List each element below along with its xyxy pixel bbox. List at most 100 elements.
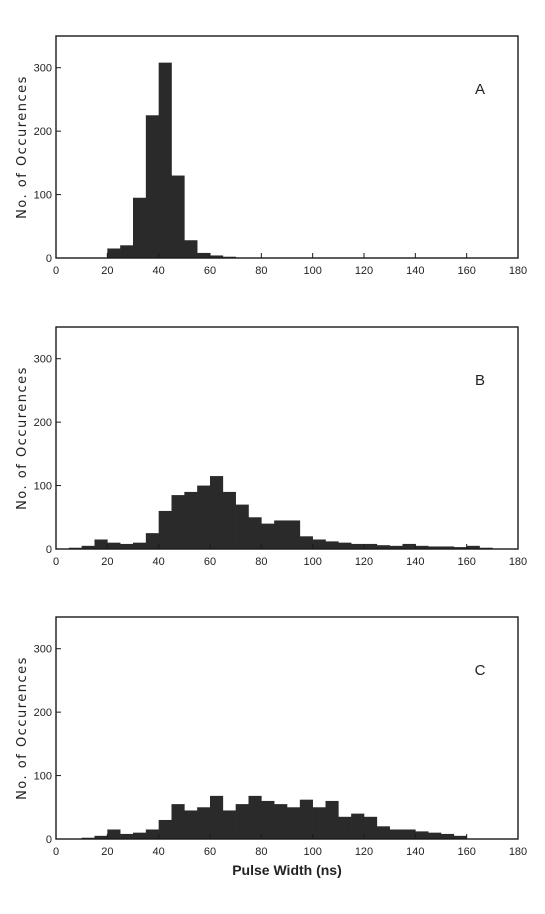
- x-tick-label: 60: [204, 556, 216, 568]
- panel-label: B: [475, 372, 485, 389]
- x-axis-label: Pulse Width (ns): [232, 862, 342, 878]
- x-tick-label: 40: [153, 556, 165, 568]
- y-tick-label: 100: [34, 190, 52, 202]
- histogram-bar: [81, 545, 95, 549]
- plot-frame: [55, 326, 519, 550]
- histogram-bar: [222, 491, 236, 549]
- x-tick-label: 180: [509, 846, 527, 858]
- histogram-bar: [171, 804, 185, 839]
- histogram-bar: [351, 813, 365, 839]
- x-tick-label: 160: [457, 556, 475, 568]
- histogram-bar: [402, 829, 416, 839]
- histogram-bar: [274, 520, 288, 549]
- histogram-bar: [145, 829, 159, 839]
- x-tick-label: 0: [53, 556, 59, 568]
- histogram-bar: [376, 545, 390, 549]
- panel-label: C: [475, 662, 486, 679]
- histogram-bar: [120, 833, 134, 839]
- x-tick-label: 140: [406, 846, 424, 858]
- histogram-bar: [107, 542, 121, 549]
- x-tick-label: 120: [355, 846, 373, 858]
- x-tick-label: 20: [101, 846, 113, 858]
- x-tick-label: 80: [255, 265, 267, 277]
- histogram-bar: [210, 255, 224, 258]
- histogram-bar: [351, 543, 365, 549]
- x-tick-label: 100: [303, 846, 321, 858]
- histogram-bar: [287, 520, 301, 549]
- x-tick-label: 80: [255, 846, 267, 858]
- histogram-bar: [222, 810, 236, 839]
- y-tick-label: 200: [34, 126, 52, 138]
- histogram-bar: [338, 542, 352, 549]
- histogram-bar: [415, 545, 429, 549]
- histogram-bar: [402, 543, 416, 549]
- histogram-bar: [158, 62, 172, 258]
- x-tick-label: 40: [153, 846, 165, 858]
- histogram-bar: [133, 832, 147, 839]
- histogram-bar: [287, 807, 301, 839]
- x-tick-label: 180: [509, 556, 527, 568]
- histogram-bar: [94, 539, 108, 549]
- x-tick-label: 160: [457, 846, 475, 858]
- histogram-bar: [441, 546, 455, 549]
- histogram-bar: [120, 543, 134, 549]
- y-axis-label: No. of Occurences: [15, 366, 30, 510]
- histogram-bar: [107, 248, 121, 258]
- histogram-bar: [133, 197, 147, 258]
- histogram-bar: [312, 807, 326, 839]
- y-tick-label: 300: [34, 644, 52, 656]
- histogram-bar: [171, 495, 185, 549]
- histogram-bar: [184, 491, 198, 549]
- histogram-bar: [415, 831, 429, 839]
- y-tick-label: 300: [34, 354, 52, 366]
- histogram-bar: [453, 835, 467, 839]
- y-tick-label: 200: [34, 417, 52, 429]
- y-tick-label: 300: [34, 63, 52, 75]
- panel-label: A: [475, 81, 485, 98]
- y-tick-label: 0: [46, 834, 52, 846]
- histogram-bar: [210, 795, 224, 839]
- histogram-bar: [235, 804, 249, 839]
- x-tick-label: 100: [303, 556, 321, 568]
- histogram-bar: [428, 832, 442, 839]
- histogram-bar: [197, 252, 211, 258]
- x-tick-label: 120: [355, 265, 373, 277]
- plot-frame: [55, 616, 519, 840]
- histogram-bar: [184, 240, 198, 258]
- histogram-bar: [389, 545, 403, 549]
- x-tick-label: 160: [457, 265, 475, 277]
- histogram-bar: [248, 795, 262, 839]
- x-tick-label: 120: [355, 556, 373, 568]
- x-tick-label: 140: [406, 265, 424, 277]
- histogram-bar: [441, 833, 455, 839]
- histogram-bar: [184, 810, 198, 839]
- histogram-bar: [389, 829, 403, 839]
- histogram-bar: [428, 546, 442, 549]
- y-axis-label: No. of Occurences: [15, 75, 30, 219]
- histogram-bar: [299, 799, 313, 839]
- x-tick-label: 100: [303, 265, 321, 277]
- histogram-bar: [171, 175, 185, 258]
- histogram-bar: [364, 816, 378, 839]
- y-tick-label: 200: [34, 707, 52, 719]
- histogram-bar: [364, 543, 378, 549]
- y-axis-label: No. of Occurences: [15, 656, 30, 800]
- histogram-bar: [338, 816, 352, 839]
- x-tick-label: 180: [509, 265, 527, 277]
- histogram-bar: [107, 829, 121, 839]
- histogram-bar: [466, 545, 480, 549]
- histogram-bar: [299, 536, 313, 549]
- histogram-bar: [94, 835, 108, 839]
- x-tick-label: 60: [204, 846, 216, 858]
- y-tick-label: 100: [34, 771, 52, 783]
- histogram-bar: [210, 476, 224, 549]
- histogram-bar: [158, 510, 172, 549]
- x-tick-label: 140: [406, 556, 424, 568]
- histogram-bar: [325, 541, 339, 549]
- histogram-bar: [197, 485, 211, 549]
- x-tick-label: 40: [153, 265, 165, 277]
- histogram-bar: [376, 826, 390, 839]
- histogram-bar: [120, 245, 134, 258]
- histogram-bar: [261, 523, 275, 549]
